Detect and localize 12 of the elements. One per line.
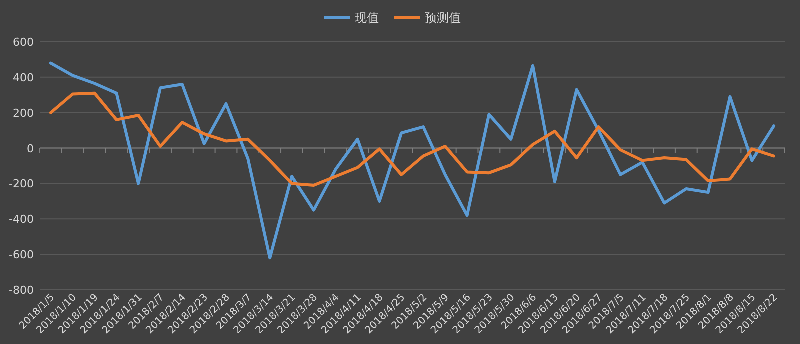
y-tick-label: 600: [13, 36, 34, 49]
y-tick-label: -600: [9, 248, 34, 262]
y-tick-label: 200: [13, 106, 34, 120]
y-tick-label: 0: [27, 142, 34, 156]
y-tick-label: 400: [13, 71, 34, 84]
legend-label: 预测值: [425, 11, 461, 25]
line-series: [49, 92, 776, 187]
line-series: [49, 62, 776, 260]
y-tick-label: -200: [9, 178, 34, 191]
y-tick-label: -400: [9, 213, 34, 226]
y-tick-label: -800: [9, 284, 34, 297]
legend-label: 现值: [355, 11, 379, 25]
